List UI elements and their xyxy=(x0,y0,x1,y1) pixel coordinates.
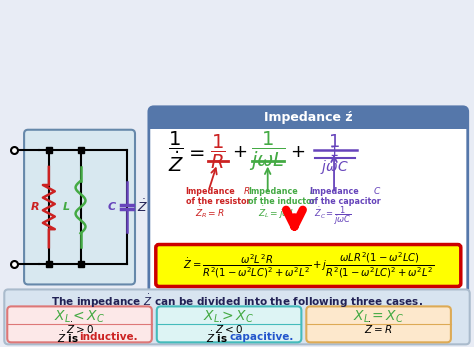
Text: $\dot{Z}_R = R$: $\dot{Z}_R = R$ xyxy=(195,205,225,220)
Text: Impedance ź: Impedance ź xyxy=(264,111,353,124)
Text: $\dot{Z}$ is: $\dot{Z}$ is xyxy=(206,330,229,345)
Text: L: L xyxy=(63,202,70,212)
Text: $\dot{Z}_L = j\omega L$: $\dot{Z}_L = j\omega L$ xyxy=(258,205,296,221)
Text: C: C xyxy=(107,202,115,212)
Text: $X_L > X_C$: $X_L > X_C$ xyxy=(203,308,255,324)
Text: $L$: $L$ xyxy=(310,185,316,196)
Text: $\dot{Z}_C = \dfrac{1}{j\omega C}$: $\dot{Z}_C = \dfrac{1}{j\omega C}$ xyxy=(314,205,352,227)
Text: $\dot{Z} = R$: $\dot{Z} = R$ xyxy=(365,321,393,336)
Text: $\dfrac{1}{j\omega C}$: $\dfrac{1}{j\omega C}$ xyxy=(319,144,348,177)
FancyBboxPatch shape xyxy=(4,289,470,344)
Text: $1$: $1$ xyxy=(328,133,340,151)
FancyBboxPatch shape xyxy=(306,306,451,342)
Text: $\dot{Z} = \dfrac{\omega^2 L^2 R}{R^2(1-\omega^2 LC)^2 + \omega^2 L^2} + j\dfrac: $\dot{Z} = \dfrac{\omega^2 L^2 R}{R^2(1-… xyxy=(182,251,434,280)
Text: $\dot{Z}$: $\dot{Z}$ xyxy=(137,199,148,215)
Text: $\dfrac{1}{\dot{Z}}$: $\dfrac{1}{\dot{Z}}$ xyxy=(167,129,183,174)
FancyBboxPatch shape xyxy=(157,306,301,342)
FancyBboxPatch shape xyxy=(24,130,135,285)
Text: $\dot{Z} < 0$: $\dot{Z} < 0$ xyxy=(215,321,243,336)
Text: The impedance $\dot{Z}$ can be divided into the following three cases.: The impedance $\dot{Z}$ can be divided i… xyxy=(51,293,423,310)
Text: $+$: $+$ xyxy=(232,143,247,161)
Text: $R$: $R$ xyxy=(243,185,250,196)
Text: $+$: $+$ xyxy=(290,143,305,161)
FancyBboxPatch shape xyxy=(149,107,468,341)
Text: $=$: $=$ xyxy=(185,142,206,161)
FancyBboxPatch shape xyxy=(149,107,468,129)
Text: $\dfrac{1}{j\omega L}$: $\dfrac{1}{j\omega L}$ xyxy=(249,130,286,173)
Text: $\dot{Z}$ is: $\dot{Z}$ is xyxy=(57,330,80,345)
Text: Impedance
of the inductor: Impedance of the inductor xyxy=(248,187,318,206)
Text: inductive.: inductive. xyxy=(80,332,138,342)
FancyBboxPatch shape xyxy=(7,306,152,342)
Text: $X_L < X_C$: $X_L < X_C$ xyxy=(54,308,105,324)
Text: $\dot{Z} > 0$: $\dot{Z} > 0$ xyxy=(65,321,93,336)
Text: $\dfrac{1}{R}$: $\dfrac{1}{R}$ xyxy=(210,133,226,171)
Text: Impedance
of the resistor: Impedance of the resistor xyxy=(185,187,253,206)
Text: capacitive.: capacitive. xyxy=(229,332,293,342)
Text: Impedance
of the capacitor: Impedance of the capacitor xyxy=(310,187,384,206)
FancyBboxPatch shape xyxy=(156,245,461,286)
Text: $X_L = X_C$: $X_L = X_C$ xyxy=(353,308,404,324)
Text: R: R xyxy=(31,202,39,212)
Text: $C$: $C$ xyxy=(373,185,381,196)
Bar xyxy=(149,118,468,129)
